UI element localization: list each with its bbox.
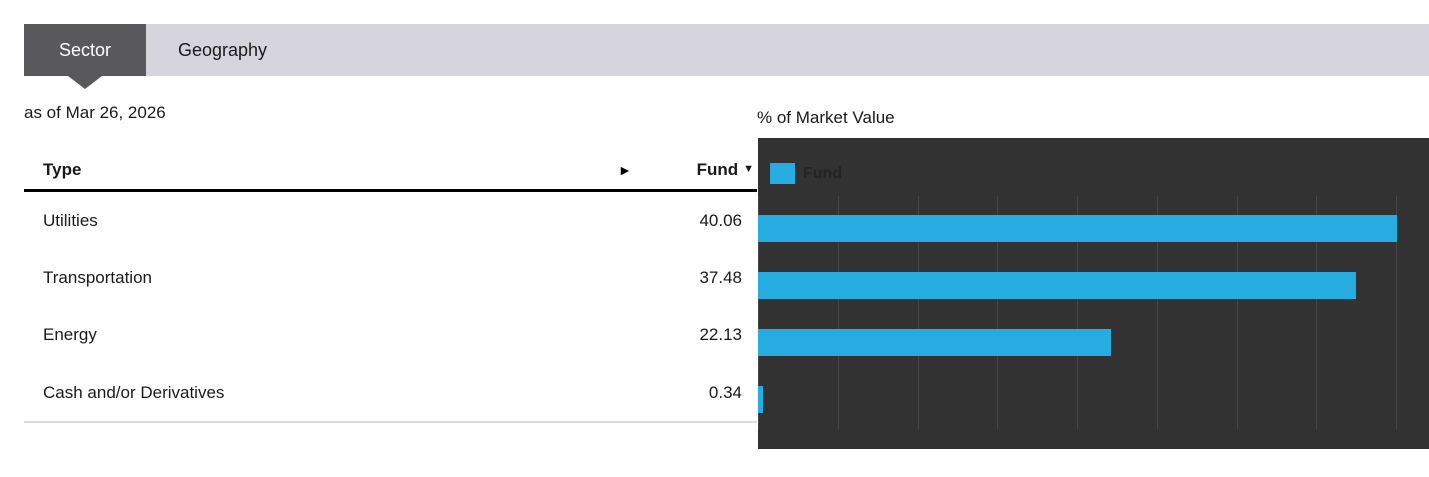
row-fund-cell: 37.48	[699, 267, 742, 287]
chart-gridline	[1237, 196, 1238, 429]
row-fund-cell: 0.34	[708, 382, 742, 402]
column-header-fund[interactable]: Fund ▼	[697, 160, 757, 180]
table-row: Utilities 40.06	[24, 192, 757, 249]
table-row: Transportation 37.48	[24, 249, 757, 306]
tab-bar: Sector Geography	[24, 24, 1429, 89]
table-row: Cash and/or Derivatives 0.34	[24, 364, 757, 421]
chart-gridline	[997, 196, 998, 429]
row-fund-cell: 22.13	[699, 325, 742, 345]
chart-gridline	[1157, 196, 1158, 429]
tab-sector[interactable]: Sector	[24, 24, 146, 89]
fund-bar-energy[interactable]	[758, 329, 1111, 356]
table-body: Utilities 40.06 Transportation 37.48 Ene…	[24, 192, 757, 424]
bar-chart: Fund	[758, 138, 1429, 449]
chart-gridline	[1396, 196, 1397, 429]
table-row: Energy 22.13	[24, 307, 757, 364]
scroll-right-arrow-icon[interactable]: ►	[618, 161, 632, 178]
column-header-type[interactable]: Type	[43, 159, 82, 179]
chart-title: % of Market Value	[757, 108, 895, 127]
row-type-cell: Transportation	[43, 267, 152, 287]
legend-swatch-icon	[770, 163, 795, 184]
tab-sector-label: Sector	[58, 39, 112, 60]
active-tab-caret-icon	[68, 76, 102, 89]
chart-gridline	[1316, 196, 1317, 429]
fund-bar-transportation[interactable]	[758, 272, 1356, 299]
chart-gridline	[838, 196, 839, 429]
row-type-cell: Utilities	[43, 210, 98, 230]
chart-gridline	[1077, 196, 1078, 429]
chart-gridline	[758, 196, 759, 429]
sort-descending-icon: ▼	[743, 163, 754, 175]
fund-bar-utilities[interactable]	[758, 215, 1397, 242]
column-header-fund-label: Fund	[696, 159, 739, 179]
table-header-row: Type ► Fund ▼	[24, 150, 757, 192]
holdings-table: Type ► Fund ▼ Utilities 40.06 Transporta…	[24, 150, 757, 424]
row-fund-cell: 40.06	[699, 210, 742, 230]
tab-geography-label: Geography	[178, 39, 268, 60]
tab-geography[interactable]: Geography	[146, 24, 307, 76]
row-type-cell: Cash and/or Derivatives	[43, 382, 225, 402]
row-type-cell: Energy	[43, 325, 97, 345]
chart-gridline	[918, 196, 919, 429]
legend-label: Fund	[803, 164, 843, 182]
chart-legend-item[interactable]: Fund	[770, 163, 842, 184]
as-of-date: as of Mar 26, 2026	[24, 103, 166, 122]
fund-bar-cash-and-or-derivatives[interactable]	[758, 386, 763, 413]
